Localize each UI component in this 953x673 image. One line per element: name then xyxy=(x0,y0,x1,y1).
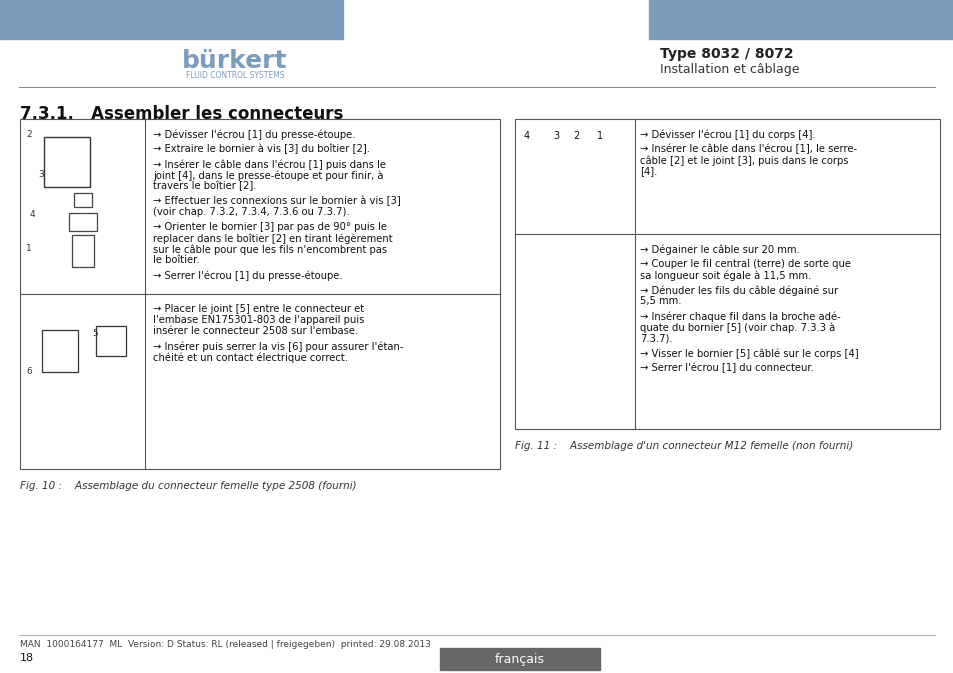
Text: le boîtier.: le boîtier. xyxy=(152,255,199,265)
Bar xyxy=(439,648,599,670)
Text: joint [4], dans le presse-étoupe et pour finir, à: joint [4], dans le presse-étoupe et pour… xyxy=(152,170,383,180)
Text: sa longueur soit égale à 11,5 mm.: sa longueur soit égale à 11,5 mm. xyxy=(639,270,810,281)
Text: (voir chap. 7.3.2, 7.3.4, 7.3.6 ou 7.3.7).: (voir chap. 7.3.2, 7.3.4, 7.3.6 ou 7.3.7… xyxy=(152,207,349,217)
Text: → Couper le fil central (terre) de sorte que: → Couper le fil central (terre) de sorte… xyxy=(639,259,850,269)
Text: 5,5 mm.: 5,5 mm. xyxy=(639,296,680,306)
Bar xyxy=(648,0,953,39)
Text: 4: 4 xyxy=(523,131,530,141)
Text: 6: 6 xyxy=(26,367,31,376)
Bar xyxy=(515,119,939,429)
Text: 7.3.1.   Assembler les connecteurs: 7.3.1. Assembler les connecteurs xyxy=(20,105,343,123)
Text: → Extraire le bornier à vis [3] du boîtier [2].: → Extraire le bornier à vis [3] du boîti… xyxy=(152,144,370,154)
Bar xyxy=(71,235,93,267)
Text: 18: 18 xyxy=(20,653,34,663)
Text: sur le câble pour que les fils n'encombrent pas: sur le câble pour que les fils n'encombr… xyxy=(152,244,387,254)
Text: 7.3.7).: 7.3.7). xyxy=(639,333,672,343)
Text: replacer dans le boîtier [2] en tirant légèrement: replacer dans le boîtier [2] en tirant l… xyxy=(152,233,393,244)
Text: → Effectuer les connexions sur le bornier à vis [3]: → Effectuer les connexions sur le bornie… xyxy=(152,196,400,207)
Text: français: français xyxy=(495,653,544,666)
Text: → Orienter le bornier [3] par pas de 90° puis le: → Orienter le bornier [3] par pas de 90°… xyxy=(152,222,387,232)
Text: → Insérer puis serrer la vis [6] pour assurer l'étan-: → Insérer puis serrer la vis [6] pour as… xyxy=(152,341,403,351)
Text: 2: 2 xyxy=(26,130,31,139)
Text: chéité et un contact électrique correct.: chéité et un contact électrique correct. xyxy=(152,352,348,363)
Text: 2: 2 xyxy=(572,131,578,141)
Text: → Dévisser l'écrou [1] du presse-étoupe.: → Dévisser l'écrou [1] du presse-étoupe. xyxy=(152,129,355,139)
Text: 3: 3 xyxy=(553,131,558,141)
Text: FLUID CONTROL SYSTEMS: FLUID CONTROL SYSTEMS xyxy=(186,71,284,80)
Text: 5: 5 xyxy=(91,329,97,338)
Text: → Insérer le câble dans l'écrou [1], le serre-: → Insérer le câble dans l'écrou [1], le … xyxy=(639,144,856,154)
Text: → Dévisser l'écrou [1] du corps [4].: → Dévisser l'écrou [1] du corps [4]. xyxy=(639,129,815,139)
Text: 3: 3 xyxy=(38,170,44,179)
Bar xyxy=(0,0,343,39)
Text: 1: 1 xyxy=(26,244,31,253)
Text: Fig. 11 :    Assemblage d'un connecteur M12 femelle (non fourni): Fig. 11 : Assemblage d'un connecteur M12… xyxy=(515,441,852,451)
Text: → Dégainer le câble sur 20 mm.: → Dégainer le câble sur 20 mm. xyxy=(639,244,799,254)
Text: → Dénuder les fils du câble dégainé sur: → Dénuder les fils du câble dégainé sur xyxy=(639,285,838,295)
Text: l'embase EN175301-803 de l'appareil puis: l'embase EN175301-803 de l'appareil puis xyxy=(152,315,364,325)
Text: → Serrer l'écrou [1] du connecteur.: → Serrer l'écrou [1] du connecteur. xyxy=(639,363,813,374)
Text: [4].: [4]. xyxy=(639,166,657,176)
Text: 1: 1 xyxy=(597,131,602,141)
Text: 4: 4 xyxy=(30,210,35,219)
Text: → Placer le joint [5] entre le connecteur et: → Placer le joint [5] entre le connecteu… xyxy=(152,304,364,314)
Text: quate du bornier [5] (voir chap. 7.3.3 à: quate du bornier [5] (voir chap. 7.3.3 à xyxy=(639,322,835,332)
Text: travers le boîtier [2].: travers le boîtier [2]. xyxy=(152,181,256,191)
Bar xyxy=(73,193,91,207)
Text: Fig. 10 :    Assemblage du connecteur femelle type 2508 (fourni): Fig. 10 : Assemblage du connecteur femel… xyxy=(20,481,356,491)
Text: Installation et câblage: Installation et câblage xyxy=(659,63,799,76)
Text: câble [2] et le joint [3], puis dans le corps: câble [2] et le joint [3], puis dans le … xyxy=(639,155,847,166)
Text: → Insérer chaque fil dans la broche adé-: → Insérer chaque fil dans la broche adé- xyxy=(639,311,840,322)
Text: Type 8032 / 8072: Type 8032 / 8072 xyxy=(659,47,793,61)
Bar xyxy=(20,119,499,469)
Text: insérer le connecteur 2508 sur l'embase.: insérer le connecteur 2508 sur l'embase. xyxy=(152,326,358,336)
Text: → Visser le bornier [5] câblé sur le corps [4]: → Visser le bornier [5] câblé sur le cor… xyxy=(639,348,858,359)
Text: bürkert: bürkert xyxy=(182,49,288,73)
Text: → Insérer le câble dans l'écrou [1] puis dans le: → Insérer le câble dans l'écrou [1] puis… xyxy=(152,159,386,170)
Bar xyxy=(69,213,96,231)
Text: → Serrer l'écrou [1] du presse-étoupe.: → Serrer l'écrou [1] du presse-étoupe. xyxy=(152,270,342,281)
Text: MAN  1000164177  ML  Version: D Status: RL (released | freigegeben)  printed: 29: MAN 1000164177 ML Version: D Status: RL … xyxy=(20,640,431,649)
